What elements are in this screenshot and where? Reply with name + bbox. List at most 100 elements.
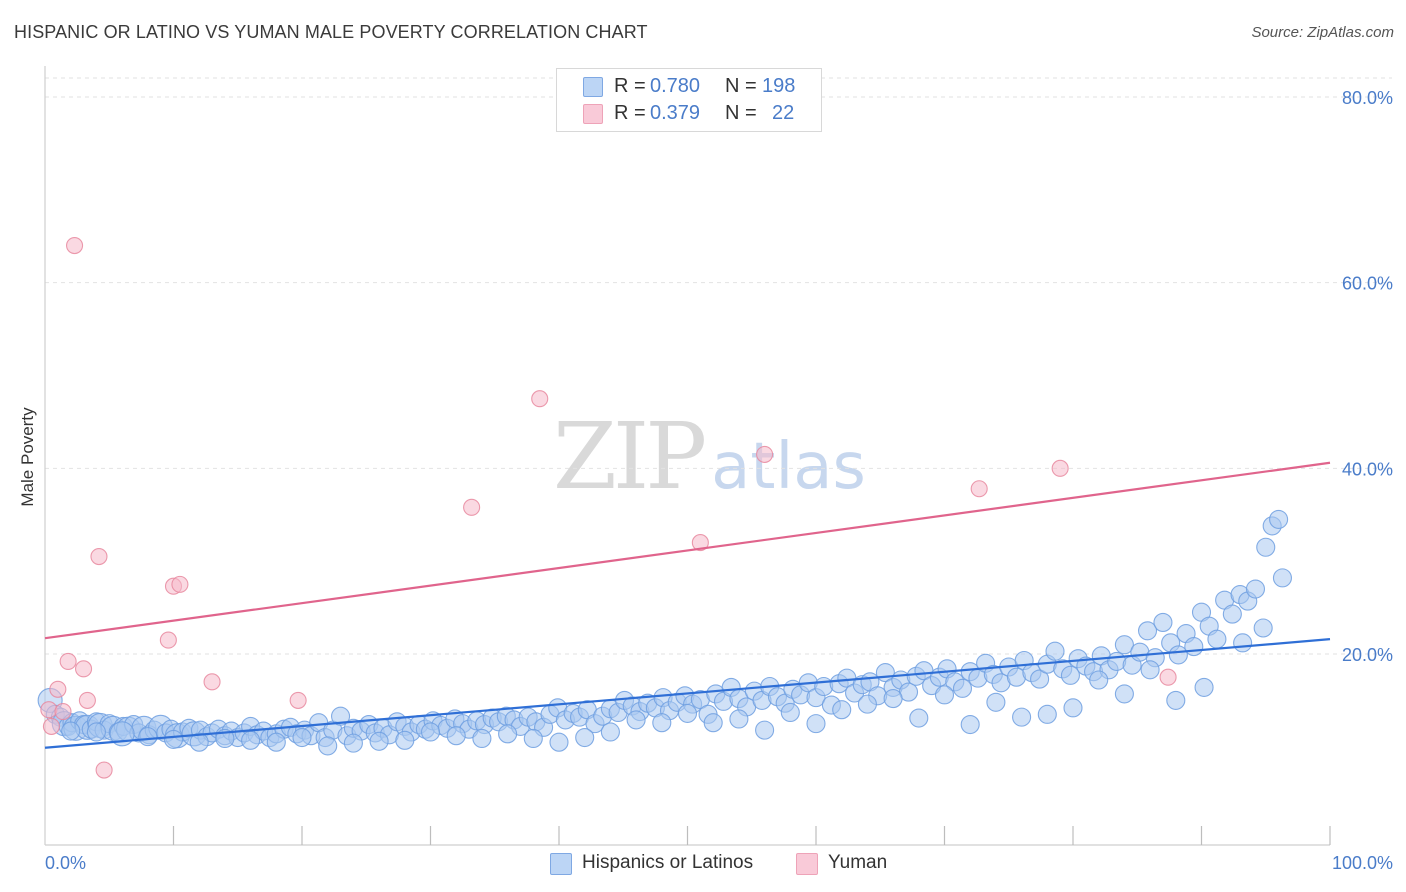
point-hispanics xyxy=(1269,509,1289,529)
point-yuman xyxy=(42,717,60,735)
point-yuman xyxy=(75,660,93,678)
point-hispanics xyxy=(1194,677,1214,697)
point-yuman xyxy=(95,761,113,779)
point-yuman xyxy=(54,703,72,721)
trendlines xyxy=(44,461,1331,749)
legend-n-label: N = xyxy=(725,75,757,97)
point-hispanics xyxy=(652,713,672,733)
point-hispanics xyxy=(600,722,620,742)
legend-n-value: 22 xyxy=(772,102,795,124)
legend-r-value: 0.379 xyxy=(650,102,701,124)
point-yuman xyxy=(691,534,709,552)
point-hispanics xyxy=(498,724,518,744)
y-tick-label: 20.0% xyxy=(1342,645,1393,665)
point-hispanics xyxy=(703,713,723,733)
legend-r-value: 0.780 xyxy=(650,75,701,97)
point-hispanics xyxy=(755,720,775,740)
point-hispanics xyxy=(163,729,184,749)
point-hispanics xyxy=(369,731,389,751)
point-yuman xyxy=(159,631,177,649)
stats-legend: R = 0.780 N = 198 R = 0.379 N = 22 xyxy=(556,68,822,132)
point-yuman xyxy=(463,498,481,516)
series-hispanics xyxy=(37,509,1293,756)
point-hispanics xyxy=(857,694,877,714)
point-hispanics xyxy=(1063,698,1083,718)
point-hispanics xyxy=(960,715,980,735)
point-hispanics xyxy=(395,730,415,750)
point-hispanics xyxy=(189,732,209,752)
point-hispanics xyxy=(1137,621,1158,641)
legend-n-value: 198 xyxy=(762,75,796,97)
legend-row-yuman: R = 0.379 N = 22 xyxy=(557,100,821,127)
source-credit: Source: ZipAtlas.com xyxy=(1251,24,1394,41)
point-hispanics xyxy=(1233,633,1253,653)
legend-r-label: R = xyxy=(614,75,646,97)
point-hispanics xyxy=(343,733,363,753)
y-tick-label: 40.0% xyxy=(1342,459,1393,479)
point-hispanics xyxy=(934,685,955,705)
point-yuman xyxy=(203,673,221,691)
point-hispanics xyxy=(523,728,543,749)
point-yuman xyxy=(756,445,774,463)
point-hispanics xyxy=(1256,537,1276,557)
point-yuman xyxy=(531,390,549,408)
chart-title: HISPANIC OR LATINO VS YUMAN MALE POVERTY… xyxy=(14,22,648,42)
gridlines xyxy=(45,77,1392,655)
point-hispanics xyxy=(883,689,903,709)
point-hispanics xyxy=(1272,568,1293,588)
point-hispanics xyxy=(549,732,569,752)
point-hispanics xyxy=(1222,604,1242,624)
point-hispanics xyxy=(1030,669,1050,689)
bottom-legend-swatch-hispanics xyxy=(550,853,572,875)
point-hispanics xyxy=(1253,618,1273,638)
data-points xyxy=(37,236,1293,779)
point-hispanics xyxy=(780,702,800,723)
y-axis-ticks: 20.0% 40.0% 60.0% 80.0% xyxy=(1342,88,1393,665)
point-hispanics xyxy=(292,727,312,748)
x-tick-label: 100.0% xyxy=(1332,853,1393,873)
point-hispanics xyxy=(952,678,973,698)
point-hispanics xyxy=(1045,641,1065,661)
watermark: ZIP atlas xyxy=(553,403,866,510)
point-hispanics xyxy=(318,736,338,756)
legend-row-hispanics: R = 0.780 N = 198 xyxy=(557,73,821,100)
watermark-zip: ZIP xyxy=(553,403,707,510)
point-hispanics xyxy=(626,710,646,730)
point-yuman xyxy=(49,680,67,698)
legend-swatch-hispanics xyxy=(583,77,603,97)
point-hispanics xyxy=(575,727,595,748)
legend-swatch-yuman xyxy=(583,104,603,124)
bottom-legend-label-hispanics: Hispanics or Latinos xyxy=(582,852,754,873)
y-tick-label: 80.0% xyxy=(1342,88,1393,108)
point-yuman xyxy=(1159,668,1177,686)
point-hispanics xyxy=(472,728,492,749)
point-hispanics xyxy=(1012,707,1032,727)
point-hispanics xyxy=(1140,660,1160,680)
point-hispanics xyxy=(1153,612,1173,632)
bottom-legend-swatch-yuman xyxy=(796,853,818,875)
point-hispanics xyxy=(832,700,852,720)
bottom-legend-label-yuman: Yuman xyxy=(828,852,888,873)
trendline-yuman xyxy=(44,461,1331,640)
point-hispanics xyxy=(420,722,441,742)
y-axis-label: Male Poverty xyxy=(18,407,37,507)
point-yuman xyxy=(970,480,988,498)
trendline-hispanics xyxy=(44,638,1331,749)
point-hispanics xyxy=(1184,637,1204,657)
point-hispanics xyxy=(1060,665,1080,685)
point-hispanics xyxy=(677,703,698,723)
point-hispanics xyxy=(61,721,81,741)
point-hispanics xyxy=(446,726,466,746)
point-hispanics xyxy=(266,732,286,752)
legend-n-label: N = xyxy=(725,102,757,124)
point-hispanics xyxy=(330,706,351,726)
point-hispanics xyxy=(86,722,106,742)
point-hispanics xyxy=(1114,635,1134,655)
point-hispanics xyxy=(909,708,929,728)
x-axis-ticks: 0.0% 100.0% xyxy=(45,853,1393,873)
y-tick-label: 60.0% xyxy=(1342,274,1393,294)
point-yuman xyxy=(90,547,108,566)
point-hispanics xyxy=(986,692,1006,712)
point-yuman xyxy=(171,575,189,593)
